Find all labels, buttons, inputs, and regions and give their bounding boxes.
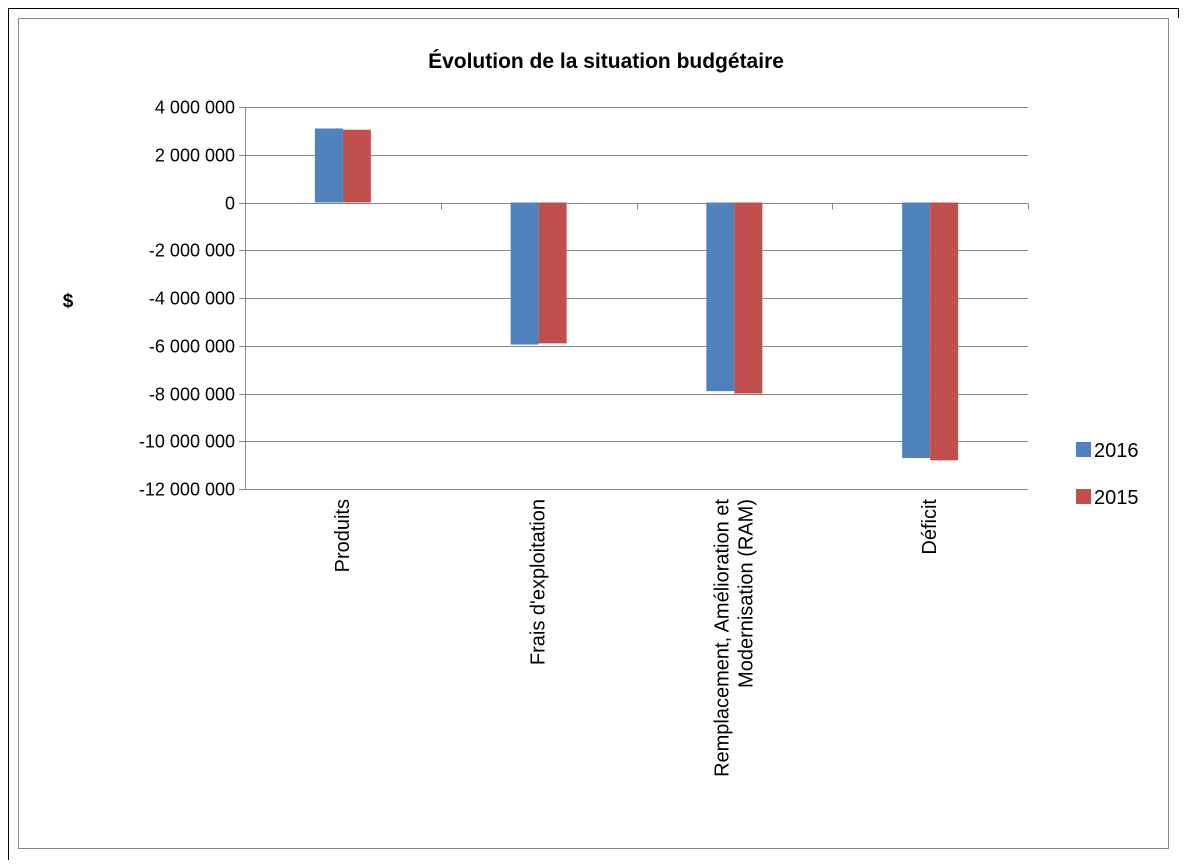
y-tick-labels: 4 000 000 2 000 000 0 -2 000 000 -4 000 000 -…	[139, 98, 235, 500]
x-category-label-line: Frais d'exploitation	[528, 499, 550, 665]
y-tick-label: 0	[225, 194, 235, 214]
bar-2016-1	[314, 128, 343, 203]
y-tick-label: 4 000 000	[155, 98, 235, 118]
bar-2015-1	[342, 129, 371, 203]
chart-area-border	[18, 18, 1169, 849]
x-category-label: Produits	[332, 499, 354, 572]
x-category-label-line: Produits	[332, 499, 354, 572]
legend-label: 2016	[1094, 440, 1139, 462]
legend-swatch	[1076, 442, 1091, 457]
y-tick-label: 2 000 000	[155, 146, 235, 166]
x-category-labels: Produits Frais d'exploitation Remplacement…	[332, 499, 941, 777]
gridlines	[245, 107, 1028, 490]
bars	[314, 128, 959, 461]
legend-swatch	[1076, 489, 1091, 504]
bar-2015-4	[930, 202, 959, 461]
x-category-label: Déficit	[919, 499, 941, 555]
y-tick-label: -6 000 000	[149, 337, 235, 357]
y-tick-label: -2 000 000	[149, 241, 235, 261]
bar-2015-3	[734, 202, 763, 394]
y-tick-label: -12 000 000	[139, 480, 235, 500]
y-tick-label: -4 000 000	[149, 289, 235, 309]
bar-2016-3	[706, 202, 735, 392]
bar-2016-2	[510, 202, 539, 345]
x-category-label-line: Remplacement, Amélioration et	[711, 499, 733, 777]
y-axis-title: $	[63, 291, 74, 312]
x-category-label-line: Modernisation (RAM)	[735, 499, 757, 688]
axes	[239, 107, 1029, 490]
x-category-label: Remplacement, Amélioration et Modernisati…	[711, 499, 757, 777]
legend-label: 2015	[1094, 487, 1139, 509]
x-category-label: Frais d'exploitation	[528, 499, 550, 665]
bar-2016-4	[902, 202, 931, 458]
bar-2015-2	[538, 202, 567, 344]
y-tick-label: -8 000 000	[149, 385, 235, 405]
chart-title: Évolution de la situation budgétaire	[428, 50, 784, 73]
x-category-label-line: Déficit	[919, 499, 941, 555]
y-tick-label: -10 000 000	[139, 432, 235, 452]
legend: 2016 2015	[1076, 440, 1139, 509]
